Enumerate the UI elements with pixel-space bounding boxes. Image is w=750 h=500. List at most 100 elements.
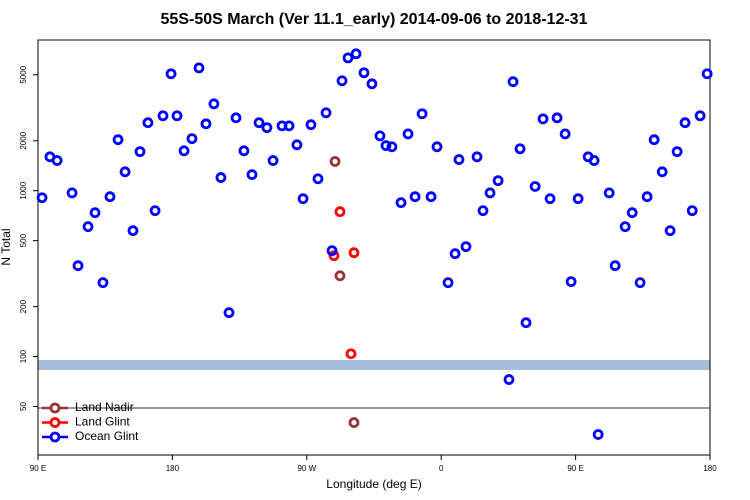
legend-label: Land Nadir	[75, 400, 134, 414]
x-tick-label: 90 E	[567, 464, 583, 473]
point	[336, 75, 348, 87]
point	[529, 181, 541, 192]
point	[119, 166, 131, 178]
point	[312, 173, 324, 185]
point	[686, 205, 698, 217]
point	[230, 112, 242, 124]
point	[134, 146, 146, 158]
point	[291, 139, 303, 151]
point	[559, 128, 571, 140]
point	[592, 429, 604, 440]
point	[648, 134, 660, 146]
point	[492, 175, 504, 187]
x-tick-label: 90 W	[297, 464, 316, 473]
point	[193, 62, 205, 74]
point	[679, 117, 691, 129]
point	[626, 207, 638, 219]
point	[223, 307, 235, 319]
point	[238, 145, 250, 157]
x-tick-label: 90 E	[30, 464, 46, 473]
point	[572, 193, 584, 205]
point	[380, 140, 392, 152]
point	[345, 348, 357, 360]
point	[334, 206, 346, 218]
point	[305, 119, 317, 131]
point	[171, 110, 183, 122]
point	[215, 172, 227, 183]
point	[471, 151, 483, 163]
point	[484, 187, 496, 199]
point	[253, 117, 265, 129]
point	[416, 108, 428, 120]
x-tick-label: 0	[439, 464, 444, 473]
point	[348, 417, 360, 428]
y-tick-label: 5000	[19, 65, 28, 83]
point	[186, 133, 198, 145]
point	[520, 317, 532, 329]
point	[149, 205, 161, 217]
point	[104, 191, 116, 203]
point	[329, 156, 341, 167]
point	[453, 154, 465, 165]
point	[460, 241, 472, 253]
point	[386, 141, 398, 153]
point	[395, 197, 407, 209]
point	[348, 247, 360, 259]
point	[51, 155, 63, 166]
point	[551, 112, 563, 124]
point	[634, 277, 646, 289]
point	[431, 141, 443, 153]
legend-marker	[49, 431, 61, 443]
point	[619, 221, 631, 233]
point	[507, 76, 519, 88]
point	[374, 130, 386, 142]
point	[425, 191, 437, 203]
point	[165, 68, 177, 80]
point	[409, 191, 421, 203]
point	[544, 193, 556, 205]
x-tick-label: 180	[166, 464, 180, 473]
y-tick-label: 100	[19, 349, 28, 363]
point	[565, 276, 577, 288]
point	[267, 155, 279, 166]
point	[283, 120, 295, 132]
legend-label: Land Glint	[75, 415, 130, 429]
y-tick-label: 2000	[19, 131, 28, 149]
legend-label: Ocean Glint	[75, 429, 139, 443]
point	[127, 225, 139, 237]
legend-marker	[49, 417, 61, 428]
x-axis-label: Longitude (deg E)	[326, 477, 421, 491]
point	[694, 110, 706, 122]
point	[342, 52, 354, 64]
chart-title: 55S-50S March (Ver 11.1_early) 2014-09-0…	[161, 11, 588, 28]
point	[358, 67, 370, 79]
point	[366, 78, 378, 90]
y-axis-label: N Total	[0, 228, 13, 265]
point	[656, 166, 668, 178]
y-tick-label: 500	[19, 233, 28, 247]
point	[402, 128, 414, 140]
x-tick-label: 180	[703, 464, 717, 473]
point	[297, 193, 309, 205]
point	[97, 277, 109, 289]
point	[671, 146, 683, 158]
point	[261, 122, 273, 134]
point	[66, 187, 78, 199]
point	[112, 134, 124, 146]
point	[200, 118, 212, 130]
plot-frame	[37, 39, 711, 456]
point	[449, 248, 461, 260]
legend-marker	[49, 402, 61, 414]
point	[36, 192, 48, 204]
point	[503, 374, 515, 385]
point	[178, 145, 190, 157]
point	[537, 113, 549, 125]
point	[320, 107, 332, 119]
point	[72, 260, 84, 272]
point	[142, 117, 154, 129]
point	[89, 207, 101, 219]
band	[38, 360, 710, 370]
y-tick-label: 1000	[19, 181, 28, 199]
